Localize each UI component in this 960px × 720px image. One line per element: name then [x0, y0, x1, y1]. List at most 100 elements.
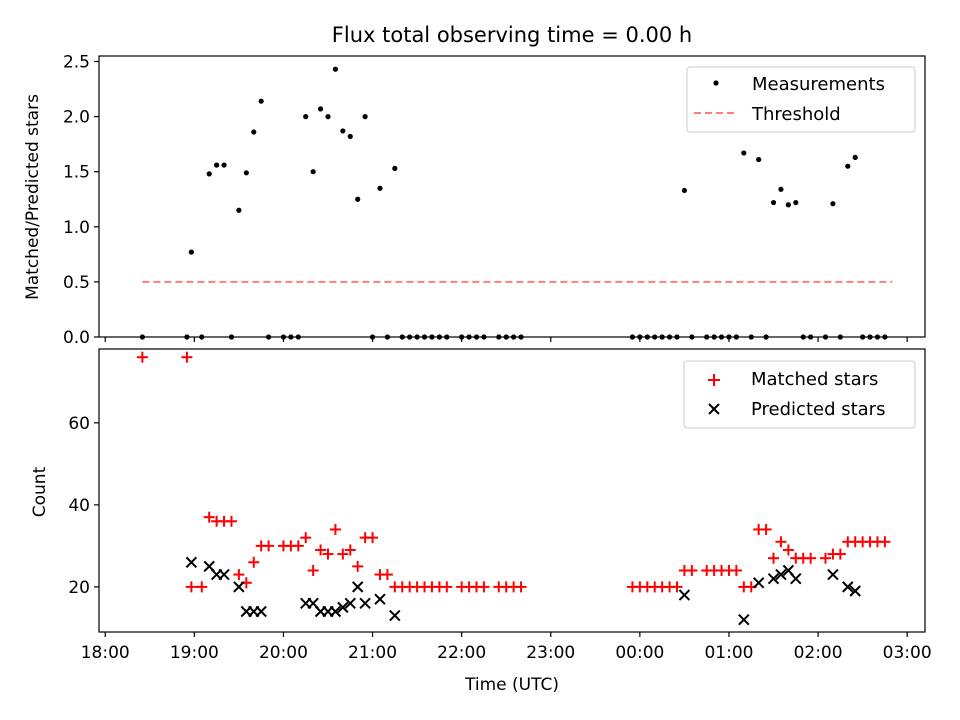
ratio-y-tick-label: 2.5: [63, 53, 90, 73]
matched-star-point: [352, 560, 364, 572]
matched-star-point: [805, 552, 817, 564]
count-marks: [136, 351, 891, 626]
measurement-point: [785, 202, 791, 208]
measurement-point: [258, 98, 264, 104]
count-x-ticks: 18:00 19:00 20:00 21:00 22:00 23:00 00:00 01:00…: [81, 632, 932, 663]
ratio-legend: Measurements Threshold: [686, 66, 916, 133]
measurement-point: [347, 133, 353, 140]
predicted-star-point: [775, 568, 787, 581]
count-y-axis-label: Count: [30, 466, 50, 517]
matched-star-point: [760, 523, 772, 535]
predicted-star-point: [374, 593, 386, 605]
predicted-star-point: [767, 572, 780, 585]
measurement-point: [362, 114, 368, 120]
legend-predicted-marker: [708, 403, 720, 415]
ratio-panel: 0.0 0.5 1.0 1.5 2.0 2.5 Matched/Predicted sta…: [23, 53, 926, 348]
predicted-star-point: [329, 605, 342, 618]
matched-star-point: [315, 544, 327, 556]
measurement-point: [206, 171, 212, 177]
predicted-star-point: [849, 585, 861, 597]
measurement-point: [377, 185, 383, 191]
measurement-point: [778, 186, 784, 192]
predicted-star-point: [359, 597, 371, 609]
predicted-star-point: [678, 589, 691, 601]
measurement-point: [355, 196, 361, 202]
x-tick-label: 03:00: [883, 643, 932, 663]
matched-star-point: [233, 569, 245, 581]
measurement-point: [310, 169, 316, 175]
measurement-point: [770, 199, 777, 206]
matched-star-point: [381, 569, 393, 581]
x-tick-label: 00:00: [615, 643, 664, 663]
count-y-tick-label: 40: [68, 496, 90, 516]
matched-star-point: [344, 544, 356, 556]
ratio-x-ticks: [104, 337, 908, 342]
measurement-point: [793, 199, 799, 206]
matched-star-point: [775, 536, 787, 548]
ratio-y-tick-label: 0.0: [63, 328, 90, 348]
predicted-star-point: [337, 601, 349, 614]
measurement-point: [332, 66, 339, 72]
matched-star-point: [263, 540, 275, 552]
ratio-y-tick-label: 2.0: [63, 108, 90, 128]
legend-matched-marker: [708, 374, 720, 386]
legend-measurements-marker: [713, 80, 719, 86]
count-y-ticks: 20 40 60: [68, 414, 99, 598]
measurement-point: [756, 156, 762, 163]
matched-star-point: [441, 581, 453, 593]
ratio-y-tick-label: 1.0: [63, 218, 90, 238]
matched-star-point: [819, 552, 831, 564]
predicted-star-point: [842, 581, 854, 593]
predicted-star-point: [255, 605, 267, 618]
predicted-star-point: [185, 556, 198, 568]
measurement-point: [392, 165, 398, 171]
x-tick-label: 22:00: [437, 643, 486, 663]
matched-star-point: [196, 581, 208, 593]
x-tick-label: 18:00: [81, 643, 130, 663]
count-y-tick-label: 60: [68, 414, 90, 434]
matched-star-point: [730, 564, 742, 576]
count-plot-frame: [98, 348, 926, 633]
matched-star-point: [225, 515, 237, 527]
legend-measurements-label: Measurements: [752, 74, 885, 95]
ratio-y-ticks: 0.0 0.5 1.0 1.5 2.0 2.5: [63, 53, 99, 348]
matched-star-point: [782, 544, 794, 556]
predicted-star-point: [344, 597, 356, 609]
measurement-point: [852, 154, 858, 160]
x-tick-label: 20:00: [259, 643, 308, 663]
matched-star-point: [337, 548, 349, 560]
legend-threshold-label: Threshold: [751, 104, 841, 125]
measurement-point: [251, 129, 257, 135]
matched-star-point: [203, 511, 215, 523]
matched-star-point: [478, 581, 490, 593]
count-y-tick-label: 20: [68, 578, 90, 598]
legend-predicted-label: Predicted stars: [751, 399, 885, 420]
matched-star-point: [686, 564, 698, 576]
ratio-y-axis-label: Matched/Predicted stars: [23, 94, 43, 300]
legend-matched-label: Matched stars: [751, 369, 878, 390]
x-axis-label: Time (UTC): [464, 675, 559, 695]
measurement-point: [681, 187, 688, 194]
measurement-point: [317, 106, 324, 112]
x-tick-label: 19:00: [170, 643, 219, 663]
measurement-point: [243, 170, 249, 176]
chart-title: Flux total observing time = 0.00 h: [332, 23, 692, 47]
x-tick-label: 02:00: [794, 643, 843, 663]
measurement-point: [221, 162, 227, 168]
x-tick-label: 01:00: [704, 643, 753, 663]
measurement-point: [188, 249, 194, 255]
measurement-point: [830, 201, 836, 207]
matched-star-point: [322, 548, 334, 560]
predicted-star-point: [218, 568, 230, 581]
matched-star-point: [768, 552, 780, 564]
predicted-star-point: [790, 572, 802, 585]
count-legend: Matched stars Predicted stars: [683, 360, 916, 429]
ratio-y-tick-label: 0.5: [63, 273, 90, 293]
matched-star-point: [307, 564, 319, 576]
predicted-star-point: [827, 568, 839, 581]
matched-star-point: [329, 523, 341, 535]
measurement-point: [303, 114, 309, 120]
measurement-point: [741, 150, 747, 156]
x-tick-label: 23:00: [526, 643, 575, 663]
matched-star-point: [300, 532, 312, 544]
